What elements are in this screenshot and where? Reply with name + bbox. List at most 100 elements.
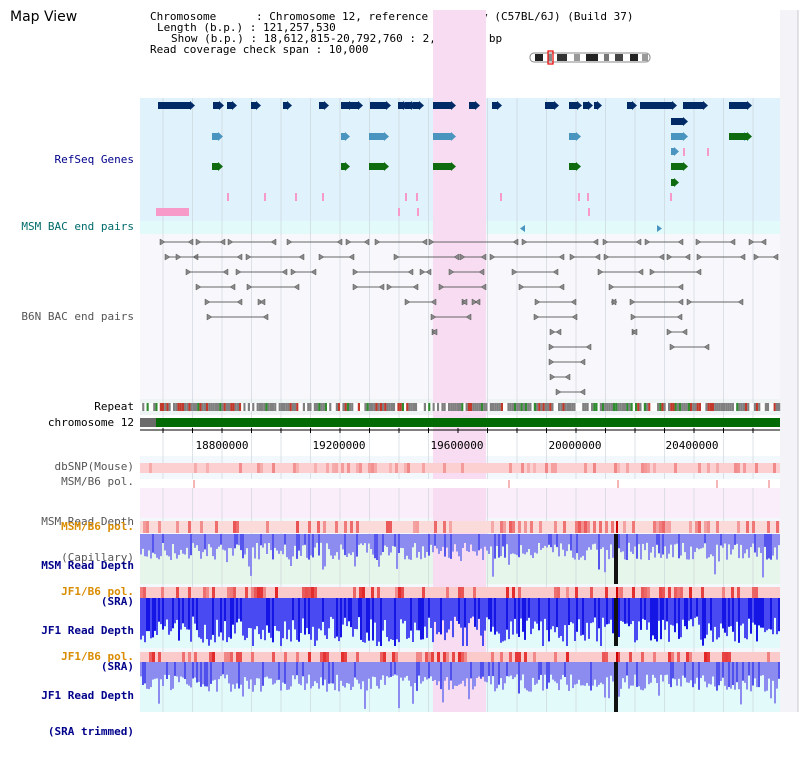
depth-bar (336, 534, 338, 553)
heat-cell (161, 587, 164, 598)
depth-bar (380, 534, 382, 556)
depth-bar (398, 662, 400, 709)
depth-bar (194, 662, 196, 678)
track-label-b6n-bac[interactable]: B6N BAC end pairs (21, 310, 134, 323)
heat-cell (767, 521, 770, 533)
depth-bar (554, 662, 556, 682)
depth-bar (562, 534, 564, 550)
track-label-msm-depth-sra[interactable]: MSM Read Depth (SRA) (0, 536, 134, 632)
depth-bar (532, 534, 534, 558)
depth-bar (440, 662, 442, 690)
repeat-element (144, 403, 147, 411)
depth-bar (776, 598, 778, 635)
track-label-jf1-b6-pol-2[interactable]: JF1/B6 pol. (61, 650, 134, 663)
depth-bar (692, 598, 694, 627)
repeat-element (727, 403, 730, 411)
depth-bar (516, 598, 518, 634)
bac-end-marker (569, 253, 576, 261)
heat-cell (464, 652, 467, 663)
pseudogene (398, 208, 400, 216)
bac-end-marker (703, 343, 710, 351)
depth-bar (748, 662, 750, 676)
bac-end-marker (195, 238, 202, 246)
polymorphism-tracks (140, 463, 780, 663)
depth-bar (310, 598, 312, 640)
depth-bar (346, 662, 348, 683)
track-label-msm-bac[interactable]: MSM BAC end pairs (21, 220, 134, 233)
depth-bar (504, 534, 506, 558)
bac-end-marker (336, 238, 343, 246)
gene-arrow (345, 162, 350, 171)
repeat-element (265, 403, 268, 411)
depth-bar (162, 534, 164, 543)
depth-bar (690, 534, 692, 547)
heat-cell (509, 463, 512, 473)
heat-cell (146, 521, 149, 533)
refseq-gene-features[interactable] (156, 101, 752, 216)
depth-bar (180, 662, 182, 677)
depth-bar (728, 534, 730, 545)
depth-bar (512, 662, 514, 680)
heat-cell (209, 652, 212, 663)
depth-bar (170, 598, 172, 632)
depth-bar (536, 662, 538, 684)
track-label-repeat[interactable]: Repeat (94, 400, 134, 413)
repeat-element (558, 403, 561, 411)
track-label-refseq-genes[interactable]: RefSeq Genes (54, 153, 134, 166)
track-label-dbsnp[interactable]: dbSNP(Mouse) (54, 460, 134, 473)
depth-bar (484, 598, 486, 631)
chromosome-ideogram[interactable] (529, 50, 651, 65)
depth-bar (600, 534, 602, 549)
depth-bar (640, 534, 642, 560)
heat-cell (293, 463, 296, 473)
heat-cell (353, 587, 356, 598)
bac-end-marker (695, 238, 702, 246)
heat-cell (704, 521, 707, 533)
depth-bar (262, 662, 264, 686)
track-label-jf1-depth-trimmed[interactable]: JF1 Read Depth (SRA trimmed) (0, 666, 134, 762)
gene-arrow (475, 101, 480, 110)
depth-bar (432, 598, 434, 643)
bac-end-marker (489, 253, 496, 261)
track-label-chromosome[interactable]: chromosome 12 (47, 416, 134, 429)
depth-bar (536, 534, 538, 554)
track-label-jf1-depth-sra[interactable]: JF1 Read Depth (SRA) (0, 601, 134, 697)
bac-end-pairs[interactable] (159, 225, 779, 396)
depth-bar (644, 598, 646, 620)
depth-bar (652, 534, 654, 547)
depth-bar (220, 534, 222, 545)
depth-bar (510, 598, 512, 622)
track-label-msm-b6-pol-2[interactable]: MSM/B6 pol. (61, 520, 134, 533)
depth-bar (722, 598, 724, 629)
repeat-element (584, 403, 587, 411)
depth-bar (522, 598, 524, 632)
track-label-msm-b6-pol[interactable]: MSM/B6 pol. (61, 475, 134, 488)
bac-end-marker (610, 298, 617, 306)
depth-bar (336, 598, 338, 637)
ideogram-band (630, 54, 638, 61)
depth-bar (630, 662, 632, 686)
track-label-jf1-b6-pol[interactable]: JF1/B6 pol. (61, 585, 134, 598)
repeat-element (459, 403, 462, 411)
depth-bar (444, 534, 446, 557)
heat-cell (158, 652, 161, 663)
repeat-element (753, 403, 756, 411)
repeat-element (454, 403, 457, 411)
track-label-msm-depth-capillary[interactable]: MSM Read Depth (Capillary) (0, 492, 134, 588)
depth-bar (448, 662, 450, 690)
depth-bar (468, 662, 470, 700)
bac-end-marker (465, 313, 472, 321)
depth-bar (754, 662, 756, 679)
depth-bar (140, 534, 142, 555)
heat-cell (461, 463, 464, 473)
heat-cell (194, 652, 197, 663)
gene-block (283, 102, 287, 109)
heat-cell (653, 652, 656, 663)
genome-browser-canvas[interactable]: 18800000 19200000 19600000 20000000 2040… (0, 0, 800, 715)
depth-bar (194, 598, 196, 624)
depth-bar (750, 598, 752, 634)
depth-bar (342, 662, 344, 686)
depth-bar (324, 598, 326, 636)
repeat-element (485, 403, 488, 411)
depth-bar (726, 534, 728, 560)
